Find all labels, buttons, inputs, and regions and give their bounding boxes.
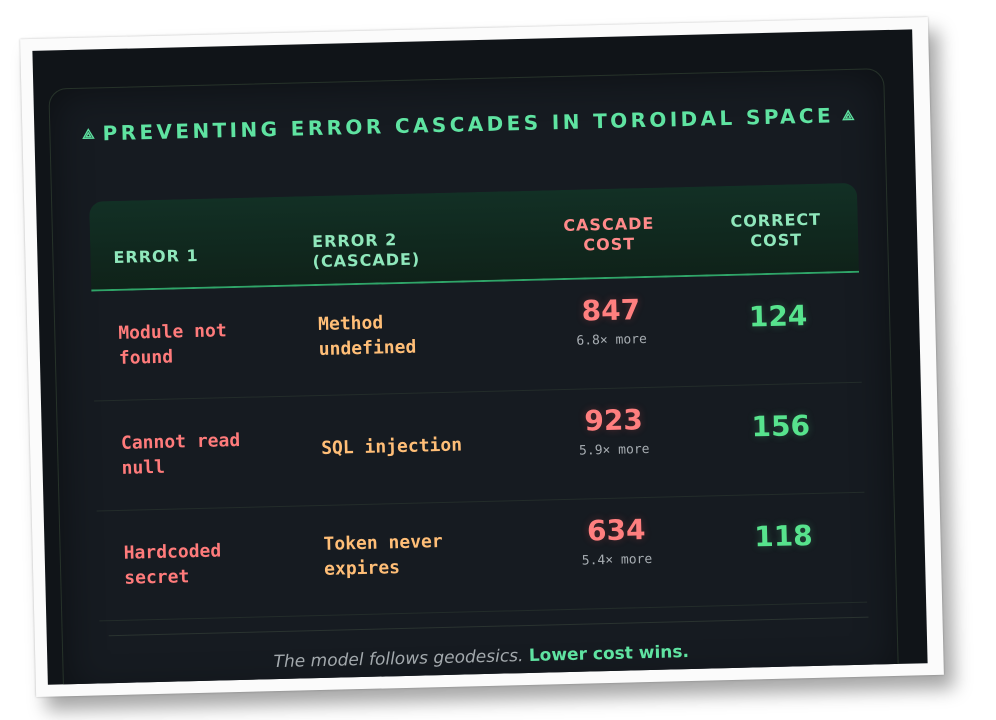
correct-cost-value: 156 bbox=[751, 409, 811, 444]
cascade-cost-cell: 923 5.9× more bbox=[548, 401, 679, 462]
cost-multiplier: 6.8× more bbox=[576, 331, 648, 349]
header-cascade-cost: CASCADE COST bbox=[563, 213, 655, 255]
table-row: Module not found Method undefined 847 6.… bbox=[91, 272, 862, 402]
cost-multiplier: 5.9× more bbox=[578, 441, 650, 459]
footer-italic-text: The model follows geodesics. bbox=[273, 646, 524, 673]
title-text: PREVENTING ERROR CASCADES IN TOROIDAL SP… bbox=[102, 103, 835, 146]
header-correct-cost: CORRECT COST bbox=[730, 209, 822, 251]
triangle-icon: ⟁ bbox=[81, 126, 95, 143]
error-1-cell: Cannot read null bbox=[120, 429, 241, 479]
page-title: ⟁ PREVENTING ERROR CASCADES IN TOROIDAL S… bbox=[68, 99, 869, 150]
footer-divider bbox=[108, 616, 869, 637]
cascade-cost-value: 923 bbox=[583, 403, 644, 438]
cost-multiplier: 5.4× more bbox=[581, 551, 653, 569]
header-error-2: ERROR 2 (CASCADE) bbox=[311, 230, 421, 272]
cascade-cost-cell: 847 6.8× more bbox=[545, 291, 676, 352]
header-error-1: ERROR 1 bbox=[113, 245, 199, 267]
correct-cost-value: 124 bbox=[748, 299, 808, 334]
cascade-cost-cell: 634 5.4× more bbox=[551, 511, 682, 572]
table-row: Cannot read null SQL injection 923 5.9× … bbox=[93, 382, 865, 512]
table-body: Module not found Method undefined 847 6.… bbox=[91, 272, 868, 622]
error-2-cell: Token never expires bbox=[323, 531, 443, 580]
footer-note: The model follows geodesics. Lower cost … bbox=[81, 635, 881, 679]
triangle-icon: ⟁ bbox=[841, 107, 855, 125]
footer-bold-text: Lower cost wins. bbox=[528, 642, 690, 666]
correct-cost-value: 118 bbox=[753, 518, 814, 554]
photo-print-frame: ⟁ PREVENTING ERROR CASCADES IN TOROIDAL S… bbox=[20, 17, 944, 697]
table-row: Hardcoded secret Token never expires 634… bbox=[96, 492, 868, 622]
cascade-cost-value: 634 bbox=[586, 513, 646, 548]
error-2-cell: SQL injection bbox=[320, 434, 463, 459]
error-2-cell: Method undefined bbox=[317, 312, 417, 360]
screen-area: ⟁ PREVENTING ERROR CASCADES IN TOROIDAL S… bbox=[32, 29, 928, 685]
error-1-cell: Module not found bbox=[118, 320, 227, 369]
cascade-cost-value: 847 bbox=[581, 293, 641, 328]
cascade-card: ⟁ PREVENTING ERROR CASCADES IN TOROIDAL S… bbox=[48, 68, 900, 685]
error-1-cell: Hardcoded secret bbox=[123, 540, 222, 589]
